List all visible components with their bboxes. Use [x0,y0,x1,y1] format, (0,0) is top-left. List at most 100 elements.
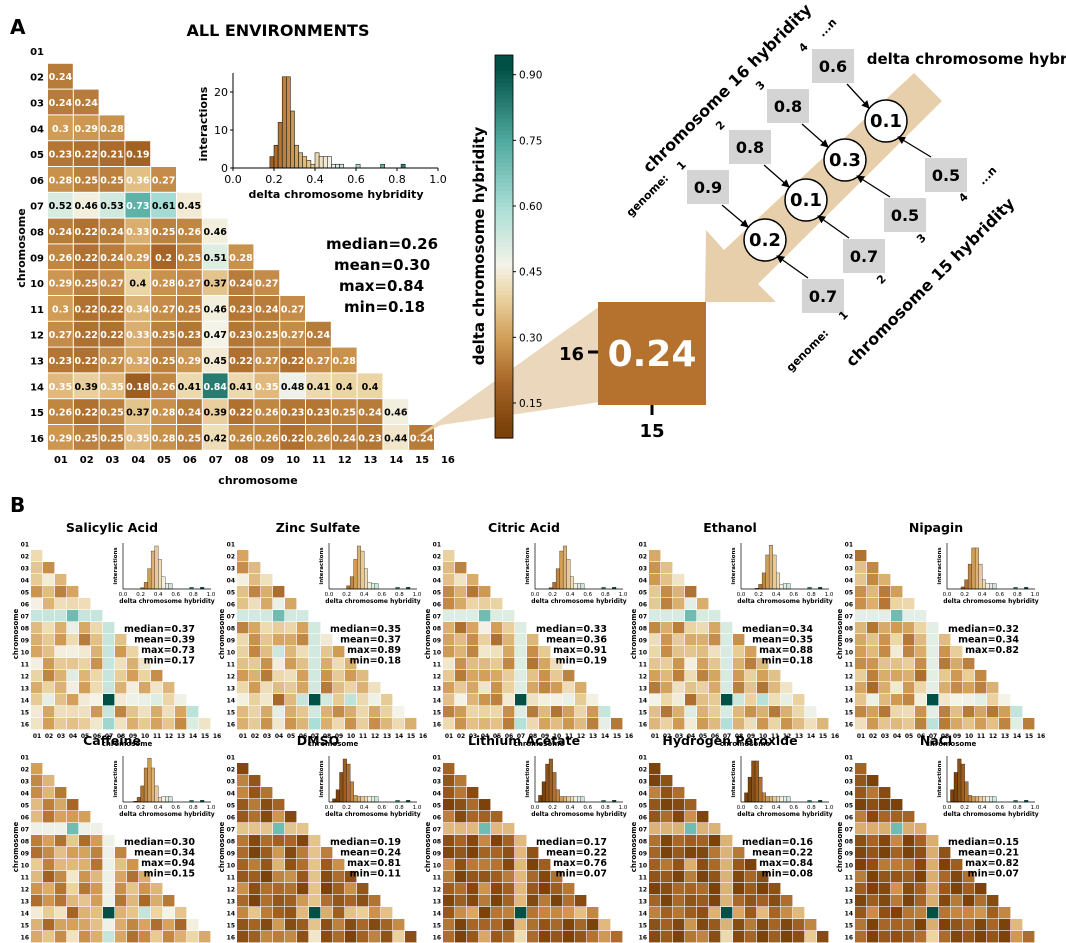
env-heatmap-cell [649,694,661,706]
env-heatmap-cell [333,919,345,931]
env-heatmap-cell [915,670,927,682]
colorbar-tick-label: 0.75 [519,135,542,147]
env-heatmap-cell [903,598,915,610]
env-row-tick-label: 07 [845,827,853,834]
colorbar-swatch [495,346,513,351]
env-heatmap-cell [455,718,467,730]
env-heatmap-cell [67,622,79,634]
histogram-bar [302,156,308,169]
env-heatmap-cell [405,931,417,943]
env-hist-bar [974,796,979,803]
env-heatmap-cell [285,823,297,835]
heatmap-cell [202,373,228,399]
env-row-tick-label: 01 [845,755,853,762]
env-heatmap-cell [455,610,467,622]
env-heatmap-cell [915,883,927,895]
colorbar-swatch [495,86,513,92]
env-hist-tick-label: 0.2 [754,592,763,598]
env-heatmap-cell [855,610,867,622]
histogram-bar [306,160,312,169]
env-heatmap-cell [479,931,491,943]
env-heatmap-cell [467,799,479,811]
col-tick-label: 02 [80,455,94,466]
env-row-tick-label: 02 [227,767,235,774]
env-heatmap-cell [769,694,781,706]
colorbar-swatch [495,118,513,124]
env-heatmap-cell [855,598,867,610]
env-heatmap-cell [721,895,733,907]
env-heatmap-cell [1011,931,1023,943]
env-heatmap-cell [115,658,127,670]
env-heatmap-cell [55,598,67,610]
env-heatmap-cell [951,931,963,943]
env-heatmap-cell [357,931,369,943]
env-heatmap-cell [261,859,273,871]
heatmap-cell-label: 0.46 [203,304,227,315]
env-heatmap-cell [467,694,479,706]
heatmap-cell-label: 0.28 [332,356,356,367]
env-heatmap-cell [745,871,757,883]
heatmap-cell-label: 0.25 [100,408,123,419]
env-hist-tick-label: 0.4 [154,805,163,811]
env-heatmap-cell [31,610,43,622]
env-heatmap-cell [55,670,67,682]
env-row-tick-label: 13 [845,686,853,693]
env-heatmap-cell [891,823,903,835]
env-row-tick-label: 13 [433,899,441,906]
env-heatmap-cell [297,646,309,658]
colorbar-swatch [495,370,513,375]
env-heatmap-cell [43,835,55,847]
env-row-tick-label: 04 [639,791,647,798]
ch16-value: 0.6 [819,57,847,76]
env-row-tick-label: 08 [845,839,853,846]
env-heatmap-cell [43,787,55,799]
colorbar-swatch [495,206,513,212]
heatmap-cell-label: 0.3 [52,304,69,315]
env-hist-tick-label: 0.0 [737,805,746,811]
env-heatmap-cell [103,706,115,718]
env-heatmap-cell [927,907,939,919]
env-heatmap-cell [55,799,67,811]
env-heatmap-cell [333,859,345,871]
histogram-bar [339,163,344,169]
env-heatmap-cell [721,658,733,670]
env-heatmap-cell [733,931,745,943]
env-hist-tick-label: 1.0 [413,592,422,598]
env-heatmap-cell [273,931,285,943]
env-heatmap-cell [903,634,915,646]
env-xlabel: chromosome [720,740,771,748]
env-heatmap-cell [491,706,503,718]
env-hist-bar [573,583,578,590]
env-heatmap-cell [539,883,551,895]
env-heatmap-cell [369,919,381,931]
env-heatmap-cell [67,658,79,670]
env-heatmap-cell [903,610,915,622]
heatmap-cell [125,244,151,270]
env-stat: mean=0.36 [546,635,607,646]
env-heatmap-cell [91,919,103,931]
env-heatmap-cell [285,871,297,883]
env-ylabel: chromosome [424,608,432,659]
env-heatmap-cell [333,694,345,706]
env-hist-bar [747,776,752,803]
env-heatmap-cell [733,883,745,895]
env-heatmap-cell [103,907,115,919]
heatmap-cell-label: 0.23 [178,330,201,341]
env-heatmap-cell [443,859,455,871]
heatmap-cell [254,321,280,347]
env-hist-xlabel: delta chromosome hybridity [531,811,627,818]
env-heatmap-cell [115,871,127,883]
env-row-tick-label: 12 [433,674,441,681]
env-heatmap-cell [709,706,721,718]
env-ylabel: chromosome [836,608,844,659]
env-hist-bar [768,796,773,803]
env-heatmap-cell [673,787,685,799]
env-hist-bar [150,550,155,590]
env-ylabel: chromosome [424,821,432,872]
env-heatmap-cell [563,694,575,706]
env-heatmap-cell [757,658,769,670]
env-heatmap-cell [855,787,867,799]
env-heatmap-cell [575,919,587,931]
heatmap-cell [99,244,125,270]
env-hist-bar [158,797,162,803]
